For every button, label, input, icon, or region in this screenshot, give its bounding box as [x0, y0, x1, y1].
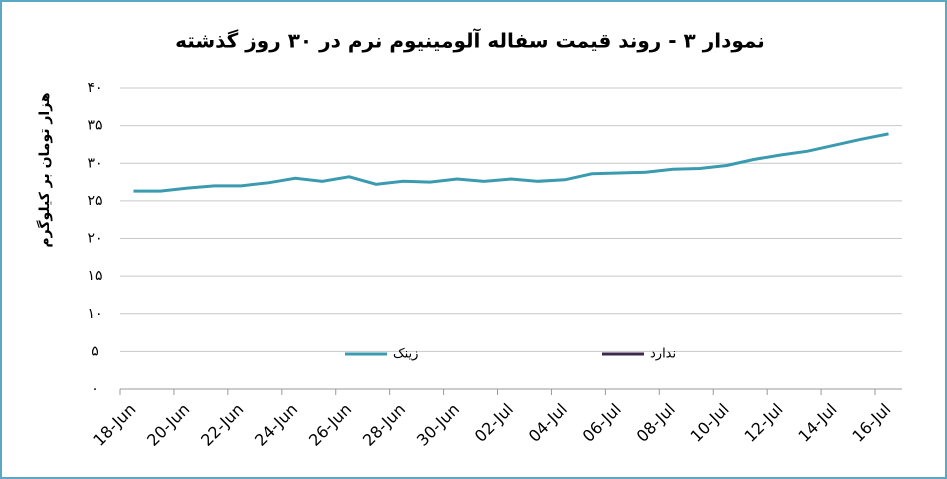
y-tick-label: ۱۵ — [87, 268, 102, 284]
y-tick-label: ۵ — [91, 343, 99, 359]
y-tick-label: ۲۰ — [87, 231, 102, 247]
series-line — [133, 132, 889, 193]
y-tick-label: ۳۰ — [87, 155, 102, 171]
y-tick-label: ۴۰ — [87, 80, 102, 96]
y-axis-label: هزار تومان بر کیلوگرم — [36, 92, 53, 247]
y-tick-label: ۲۵ — [87, 193, 102, 209]
legend-label: ندارد — [650, 347, 676, 362]
chart-title: نمودار ۳ - روند قیمت سفاله آلومینیوم نرم… — [175, 28, 765, 53]
y-tick-label: ۱۰ — [87, 306, 102, 322]
y-tick-label: ۳۵ — [87, 118, 102, 134]
y-tick-label: ۰ — [91, 381, 99, 397]
legend-label: زینک — [393, 347, 418, 362]
